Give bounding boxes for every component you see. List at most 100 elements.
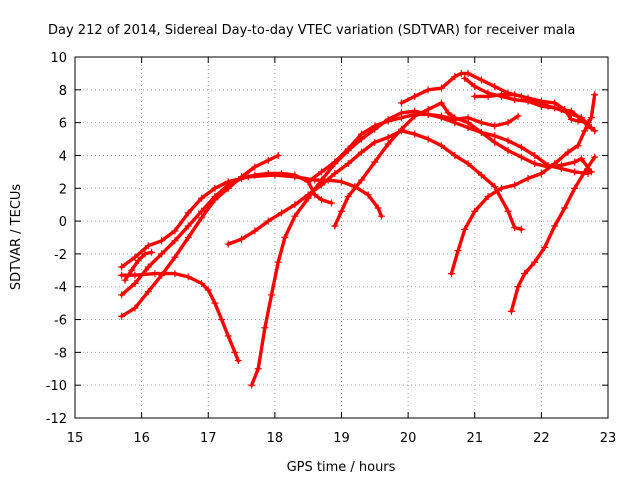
data-point-marker bbox=[477, 119, 485, 127]
data-point-marker bbox=[477, 76, 485, 84]
data-point-marker bbox=[484, 192, 492, 200]
data-point-marker bbox=[437, 84, 445, 92]
data-point-marker bbox=[344, 160, 352, 168]
y-tick-label: -4 bbox=[54, 281, 67, 296]
series-track-01 bbox=[118, 270, 242, 365]
x-tick-label: 20 bbox=[400, 431, 417, 446]
data-point-marker bbox=[331, 222, 339, 230]
y-tick-label: -12 bbox=[46, 412, 67, 427]
x-tick-label: 16 bbox=[133, 431, 150, 446]
data-point-marker bbox=[397, 99, 405, 107]
data-point-marker bbox=[357, 176, 365, 184]
data-point-marker bbox=[261, 324, 269, 332]
series-track-12 bbox=[471, 91, 592, 127]
data-point-marker bbox=[291, 171, 299, 179]
data-point-marker bbox=[511, 181, 519, 189]
data-point-marker bbox=[564, 148, 572, 156]
data-point-marker bbox=[374, 204, 382, 212]
data-point-marker bbox=[491, 122, 499, 130]
data-point-marker bbox=[357, 130, 365, 138]
data-point-marker bbox=[211, 196, 219, 204]
data-point-marker bbox=[464, 160, 472, 168]
data-point-marker bbox=[541, 243, 549, 251]
y-tick-label: -8 bbox=[54, 346, 67, 361]
data-point-marker bbox=[561, 106, 569, 114]
data-point-marker bbox=[397, 125, 405, 133]
data-point-marker bbox=[464, 119, 472, 127]
data-point-marker bbox=[238, 235, 246, 243]
data-point-marker bbox=[437, 99, 445, 107]
data-point-marker bbox=[464, 69, 472, 77]
data-point-marker bbox=[424, 86, 432, 94]
data-point-marker bbox=[224, 240, 232, 248]
data-point-marker bbox=[424, 135, 432, 143]
data-point-marker bbox=[411, 112, 419, 120]
data-point-marker bbox=[491, 132, 499, 140]
data-point-marker bbox=[184, 273, 192, 281]
x-tick-label: 15 bbox=[67, 431, 84, 446]
data-point-marker bbox=[141, 250, 149, 258]
data-point-marker bbox=[251, 171, 259, 179]
x-tick-label: 18 bbox=[267, 431, 284, 446]
data-point-marker bbox=[524, 174, 532, 182]
data-point-marker bbox=[571, 168, 579, 176]
data-point-marker bbox=[424, 106, 432, 114]
data-point-marker bbox=[587, 114, 595, 122]
data-point-marker bbox=[511, 224, 519, 232]
data-point-marker bbox=[574, 117, 582, 125]
data-point-marker bbox=[291, 201, 299, 209]
data-point-marker bbox=[131, 279, 139, 287]
data-point-marker bbox=[497, 91, 505, 99]
data-point-marker bbox=[121, 276, 129, 284]
data-point-marker bbox=[521, 270, 529, 278]
data-point-marker bbox=[411, 92, 419, 100]
series-group bbox=[118, 69, 599, 389]
series-line bbox=[399, 71, 597, 133]
y-tick-labels: -12 -10 -8 -6 -4 -2 0 2 4 6 8 10 bbox=[46, 51, 67, 427]
data-point-marker bbox=[511, 91, 519, 99]
data-point-marker bbox=[457, 69, 465, 77]
y-tick-label: 6 bbox=[59, 117, 67, 132]
data-point-marker bbox=[437, 112, 445, 120]
data-point-marker bbox=[491, 183, 499, 191]
data-point-marker bbox=[477, 171, 485, 179]
plot-frame bbox=[74, 56, 609, 419]
data-point-marker bbox=[184, 222, 192, 230]
data-point-marker bbox=[517, 153, 525, 161]
data-point-marker bbox=[591, 153, 599, 161]
data-point-marker bbox=[158, 271, 166, 279]
data-point-marker bbox=[131, 304, 139, 312]
series-track-04 bbox=[118, 151, 282, 320]
data-point-marker bbox=[504, 119, 512, 127]
data-point-marker bbox=[454, 247, 462, 255]
data-point-marker bbox=[581, 127, 589, 135]
data-point-marker bbox=[477, 128, 485, 136]
data-point-marker bbox=[517, 143, 525, 151]
data-point-marker bbox=[364, 191, 372, 199]
data-point-marker bbox=[304, 194, 312, 202]
data-point-marker bbox=[437, 142, 445, 150]
series-track-06 bbox=[224, 127, 525, 248]
data-point-marker bbox=[524, 94, 532, 102]
data-point-marker bbox=[171, 237, 179, 245]
data-point-marker bbox=[507, 307, 515, 315]
data-point-marker bbox=[198, 279, 206, 287]
x-tick-label: 22 bbox=[533, 431, 550, 446]
series-track-13 bbox=[447, 91, 599, 278]
data-point-marker bbox=[497, 184, 505, 192]
data-point-marker bbox=[184, 209, 192, 217]
x-tick-label: 23 bbox=[600, 431, 617, 446]
y-tick-label: 10 bbox=[50, 51, 67, 66]
grid-lines bbox=[75, 57, 608, 418]
data-point-marker bbox=[471, 83, 479, 91]
data-point-marker bbox=[384, 117, 392, 125]
data-point-marker bbox=[278, 209, 286, 217]
data-point-marker bbox=[198, 207, 206, 215]
data-point-marker bbox=[264, 170, 272, 178]
data-point-marker bbox=[577, 155, 585, 163]
data-point-marker bbox=[514, 283, 522, 291]
data-point-marker bbox=[198, 194, 206, 202]
data-point-marker bbox=[158, 237, 166, 245]
data-point-marker bbox=[397, 114, 405, 122]
